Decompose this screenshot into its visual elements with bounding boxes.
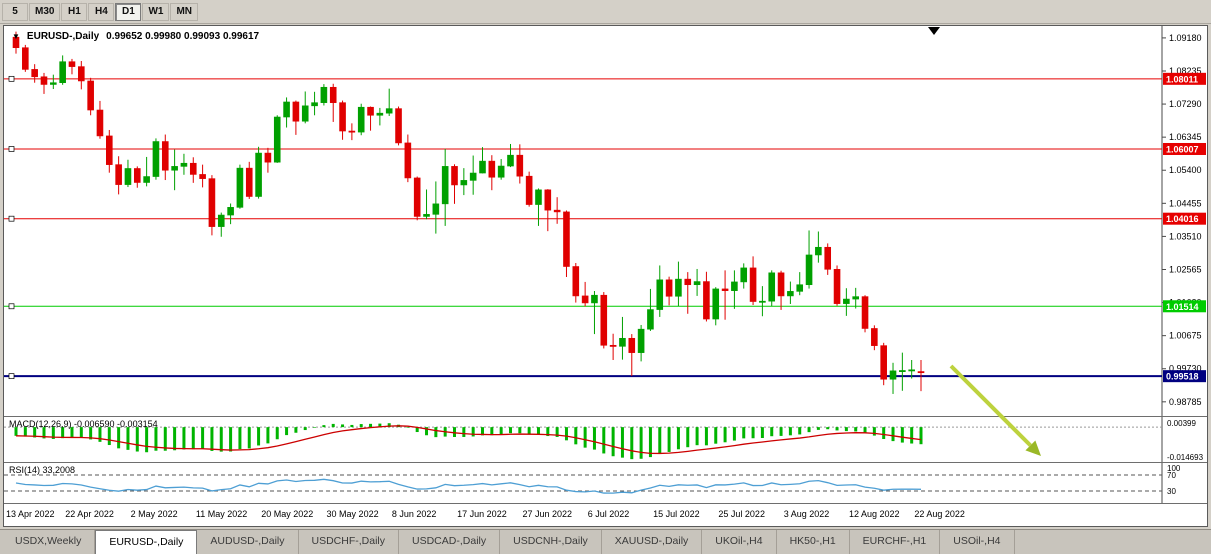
macd-label: MACD(12,26,9) -0.006590 -0.003154 [9,419,158,429]
svg-text:1.08011: 1.08011 [1166,74,1198,84]
svg-text:1.09180: 1.09180 [1169,33,1202,43]
symbol-tab-usoil-h4[interactable]: USOil-,H4 [940,530,1015,554]
timeframe-button-mn[interactable]: MN [170,2,199,21]
date-label: 22 Aug 2022 [914,509,965,519]
chart-marker-triangle-icon [928,27,940,35]
date-label: 2 May 2022 [130,509,178,519]
symbol-tab-xauusd-daily[interactable]: XAUUSD-,Daily [601,530,703,554]
svg-text:1.08235: 1.08235 [1169,66,1202,76]
price-chart-pane[interactable]: 1.09180 1.08235 1.07290 1.06345 1.05400 1.044… [4,26,1207,416]
macd-plot[interactable]: 0.00399 -0.014693 [4,417,1207,462]
symbol-tab-ukoil-h4[interactable]: UKOil-,H4 [702,530,777,554]
svg-text:-0.014693: -0.014693 [1167,453,1204,462]
macd-panel[interactable]: 0.00399 -0.014693 MACD(12,26,9) -0.006590… [4,416,1207,462]
svg-text:1.02565: 1.02565 [1169,264,1202,274]
svg-text:1.05400: 1.05400 [1169,165,1202,175]
svg-text:70: 70 [1167,471,1176,480]
symbol-tab-audusd-daily[interactable]: AUDUSD-,Daily [197,530,299,554]
svg-text:1.04016: 1.04016 [1166,214,1199,224]
svg-text:0.99730: 0.99730 [1169,364,1202,374]
timeframe-button-m30[interactable]: M30 [29,2,61,21]
rsi-panel[interactable]: 100 70 30 RSI(14) 33,2008 [4,462,1207,503]
chart-title: ▼ EURUSD-,Daily 0.99652 0.99980 0.99093 … [12,31,259,42]
timeframe-button-d1[interactable]: D1 [115,2,142,21]
date-label: 11 May 2022 [195,509,248,519]
symbol-tab-usdcad-daily[interactable]: USDCAD-,Daily [399,530,501,554]
timeframe-button-h1[interactable]: H1 [61,2,88,21]
svg-text:1.06007: 1.06007 [1166,144,1199,154]
svg-text:1.03510: 1.03510 [1169,231,1202,241]
timeframe-button-5[interactable]: 5 [2,2,28,21]
svg-text:0.99518: 0.99518 [1166,372,1199,382]
symbol-tab-eurchf-h1[interactable]: EURCHF-,H1 [849,530,941,554]
timeframe-button-h4[interactable]: H4 [88,2,115,21]
svg-text:1.01514: 1.01514 [1166,302,1199,312]
date-label: 8 Jun 2022 [391,509,437,519]
svg-text:1.06345: 1.06345 [1169,132,1202,142]
symbol-tab-eurusd-daily[interactable]: EURUSD-,Daily [95,530,198,554]
date-label: 30 May 2022 [326,509,379,519]
svg-text:1.00675: 1.00675 [1169,331,1202,341]
symbol-tab-usdchf-daily[interactable]: USDCHF-,Daily [298,530,400,554]
symbol-tab-usdx-weekly[interactable]: USDX,Weekly [2,530,96,554]
svg-text:0.98785: 0.98785 [1169,397,1202,407]
chart-symbol-label: EURUSD-,Daily [26,31,100,42]
timeframe-toolbar: 5 M30 H1 H4 D1 W1 MN [0,0,1211,24]
date-label: 25 Jul 2022 [718,509,765,519]
chart-ohlc-values: 0.99652 0.99980 0.99093 0.99617 [106,31,260,42]
date-label: 6 Jul 2022 [587,509,630,519]
svg-text:1.07290: 1.07290 [1169,99,1202,109]
chart-tabs-bar: USDX,Weekly EURUSD-,Daily AUDUSD-,Daily USD… [0,529,1211,554]
date-label: 20 May 2022 [261,509,314,519]
svg-text:30: 30 [1167,487,1176,496]
date-label: 15 Jul 2022 [653,509,700,519]
chart-window[interactable]: ▼ EURUSD-,Daily 0.99652 0.99980 0.99093 … [3,25,1208,527]
timeframe-button-w1[interactable]: W1 [142,2,170,21]
rsi-label: RSI(14) 33,2008 [9,465,76,475]
date-label: 17 Jun 2022 [457,509,507,519]
symbol-dropdown-arrow-icon[interactable]: ▼ [12,32,20,41]
date-label: 13 Apr 2022 [6,509,55,519]
svg-text:1.04455: 1.04455 [1169,198,1202,208]
date-label: 27 Jun 2022 [522,509,573,519]
svg-text:100: 100 [1167,464,1181,473]
date-label: 12 Aug 2022 [849,509,900,519]
date-label: 22 Apr 2022 [65,509,114,519]
svg-text:0.00399: 0.00399 [1167,419,1196,428]
symbol-tab-usdcnh-daily[interactable]: USDCNH-,Daily [500,530,602,554]
symbol-tab-hk50-h1[interactable]: HK50-,H1 [776,530,850,554]
date-label: 3 Aug 2022 [783,509,830,519]
timeframe-buttons: 5 M30 H1 H4 D1 W1 MN [2,2,199,21]
time-axis[interactable]: 13 Apr 2022 22 Apr 2022 2 May 2022 11 May 2… [4,503,1207,525]
